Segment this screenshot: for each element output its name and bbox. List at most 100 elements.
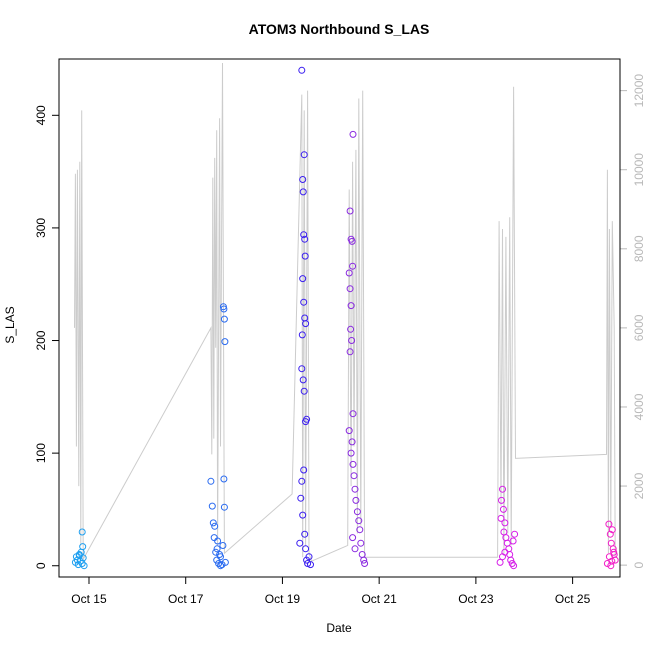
- scatter-points-layer: [71, 66, 619, 570]
- scatter-point: [361, 560, 369, 567]
- scatter-point: [296, 539, 304, 547]
- scatter-point: [611, 556, 619, 564]
- y2-tick-label: 4000: [632, 393, 646, 420]
- scatter-point: [299, 275, 307, 283]
- y-axis-label: S_LAS: [3, 306, 17, 343]
- scatter-point: [607, 562, 615, 570]
- scatter-point: [298, 365, 306, 373]
- y2-tick-label: 12000: [632, 74, 646, 108]
- scatter-point: [349, 262, 357, 270]
- y-tick-label: 0: [34, 562, 48, 569]
- scatter-point: [302, 418, 310, 426]
- y2-tick-label: 6000: [632, 314, 646, 341]
- scatter-point: [351, 545, 359, 553]
- plot-frame: [58, 58, 621, 578]
- scatter-point: [348, 237, 356, 245]
- scatter-point: [496, 558, 504, 566]
- scatter-point: [211, 522, 219, 530]
- scatter-point: [299, 511, 307, 519]
- scatter-point: [349, 534, 357, 542]
- scatter-point: [347, 449, 355, 457]
- scatter-point: [349, 460, 357, 468]
- y2-tick-label: 8000: [632, 235, 646, 262]
- scatter-point: [346, 348, 354, 356]
- scatter-point: [299, 376, 307, 384]
- scatter-point: [347, 325, 355, 333]
- scatter-point: [298, 477, 306, 485]
- scatter-point: [80, 562, 88, 570]
- scatter-point: [215, 560, 223, 567]
- scatter-point: [209, 519, 217, 527]
- scatter-point: [352, 496, 360, 504]
- scatter-point: [220, 315, 228, 323]
- line-series: [74, 62, 616, 562]
- scatter-point: [305, 553, 313, 561]
- scatter-point: [499, 505, 507, 513]
- scatter-point: [345, 427, 353, 435]
- scatter-point: [299, 176, 307, 183]
- scatter-point: [300, 231, 308, 239]
- y-tick-label: 400: [34, 105, 48, 125]
- x-tick-label: Oct 25: [555, 592, 591, 606]
- scatter-point: [347, 302, 355, 310]
- scatter-point: [214, 537, 222, 545]
- scatter-point: [301, 252, 309, 260]
- scatter-point: [220, 503, 228, 511]
- y2-tick-label: 0: [632, 561, 646, 568]
- scatter-point: [348, 438, 356, 446]
- scatter-point: [307, 561, 314, 569]
- scatter-point: [501, 548, 509, 556]
- scatter-point: [606, 530, 614, 538]
- scatter-point: [346, 285, 354, 293]
- y-tick-label: 200: [34, 330, 48, 350]
- scatter-point: [79, 554, 87, 562]
- x-tick-label: Oct 21: [361, 592, 397, 606]
- scatter-point: [213, 545, 221, 553]
- y2-tick-label: 2000: [632, 472, 646, 499]
- scatter-point: [300, 298, 308, 306]
- scatter-point: [79, 543, 87, 551]
- scatter-point: [220, 305, 228, 313]
- scatter-point: [300, 466, 308, 474]
- scatter-point: [351, 485, 359, 493]
- scatter-point: [345, 269, 353, 277]
- scatter-point: [78, 528, 86, 536]
- scatter-point: [299, 188, 307, 196]
- scatter-point: [350, 472, 358, 480]
- x-tick-label: Oct 19: [265, 592, 301, 606]
- x-tick-label: Oct 15: [71, 592, 107, 606]
- scatter-point: [301, 235, 309, 243]
- scatter-point: [298, 331, 306, 339]
- scatter-point: [207, 477, 215, 485]
- scatter-point: [217, 553, 224, 561]
- scatter-point: [212, 548, 220, 556]
- scatter-point: [507, 556, 515, 564]
- chart-title: ATOM3 Northbound S_LAS: [249, 21, 430, 37]
- scatter-point: [348, 337, 356, 344]
- scatter-point: [221, 558, 229, 566]
- scatter-point: [220, 475, 228, 483]
- scatter-point: [501, 519, 509, 527]
- scatter-point: [497, 514, 505, 522]
- x-tick-label: Oct 17: [168, 592, 204, 606]
- scatter-point: [353, 508, 361, 516]
- scatter-point: [349, 410, 357, 418]
- scatter-point: [208, 502, 216, 510]
- scatter-point: [510, 562, 518, 570]
- line-series-layer: [74, 62, 616, 562]
- scatter-point: [300, 387, 308, 395]
- scatter-point: [357, 539, 365, 547]
- scatter-point: [355, 517, 363, 525]
- y2-tick-label: 10000: [632, 153, 646, 187]
- scatter-point: [610, 548, 618, 556]
- scatter-point: [221, 338, 229, 346]
- scatter-point: [302, 545, 310, 553]
- scatter-point: [511, 530, 519, 538]
- scatter-point: [219, 542, 227, 549]
- scatter-point: [499, 485, 506, 493]
- scatter-point: [605, 520, 613, 528]
- scatter-point: [302, 320, 310, 328]
- scatter-point: [498, 496, 505, 504]
